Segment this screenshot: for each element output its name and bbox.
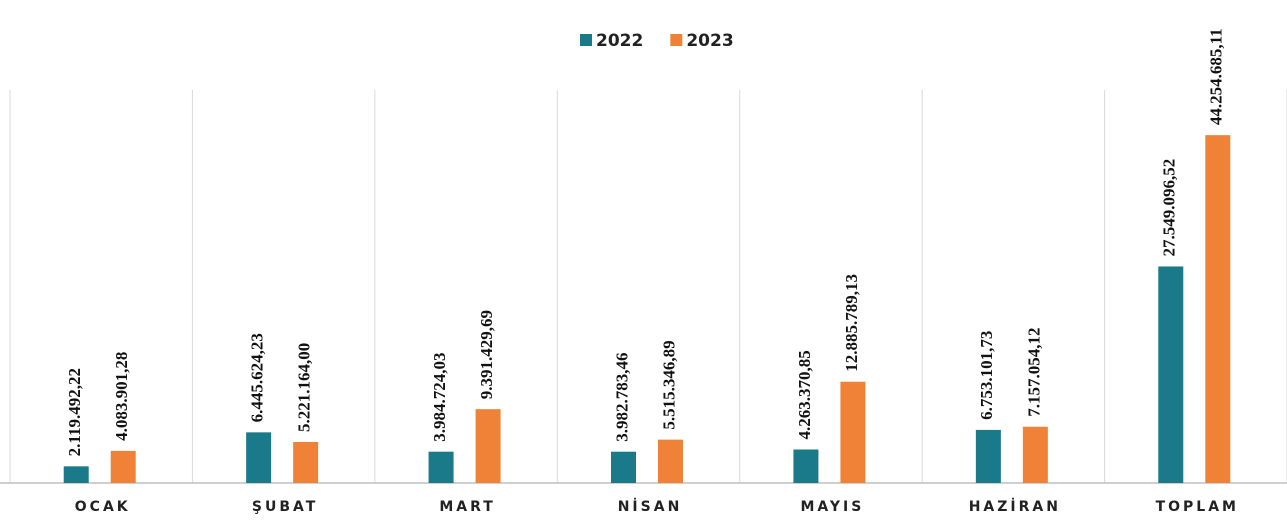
bar	[246, 432, 272, 483]
x-tick-label: NİSAN	[618, 498, 683, 515]
value-label: 4.263.370,85	[795, 350, 814, 439]
bar	[1022, 426, 1048, 483]
legend-label: 2022	[596, 31, 643, 51]
value-label: 9.391.429,69	[477, 310, 496, 399]
bar	[658, 439, 683, 483]
bar	[1158, 266, 1184, 483]
legend-swatch	[670, 34, 683, 46]
bar	[63, 466, 89, 483]
value-label: 44.254.685,11	[1207, 28, 1226, 125]
bar	[975, 429, 1001, 483]
value-label: 6.445.624,23	[248, 333, 267, 422]
legend-label: 2023	[686, 31, 733, 51]
bar	[1205, 135, 1231, 483]
value-label: 5.515.346,89	[659, 340, 678, 429]
value-label: 27.549.096,52	[1160, 159, 1179, 257]
x-tick-label: HAZİRAN	[969, 498, 1061, 515]
bar	[110, 450, 136, 483]
bar	[611, 451, 636, 483]
legend-swatch	[580, 34, 592, 46]
x-tick-label: MAYIS	[800, 499, 864, 515]
bar	[840, 381, 866, 483]
bar	[293, 441, 319, 483]
x-tick-label: TOPLAM	[1156, 499, 1239, 515]
value-label: 6.753.101,73	[977, 331, 996, 420]
value-label: 12.885.789,13	[842, 274, 861, 372]
value-label: 7.157.054,12	[1024, 327, 1043, 416]
value-label: 3.982.783,46	[612, 352, 631, 441]
value-label: 2.119.492,22	[65, 368, 84, 456]
x-tick-label: OCAK	[75, 499, 131, 515]
value-label: 5.221.164,00	[295, 343, 314, 432]
value-label: 4.083.901,28	[112, 352, 131, 441]
x-tick-label: MART	[439, 499, 495, 515]
bar	[793, 449, 819, 483]
value-label: 3.984.724,03	[430, 352, 449, 441]
bar	[475, 409, 501, 483]
x-tick-label: ŞUBAT	[252, 499, 318, 515]
bar	[428, 451, 454, 483]
